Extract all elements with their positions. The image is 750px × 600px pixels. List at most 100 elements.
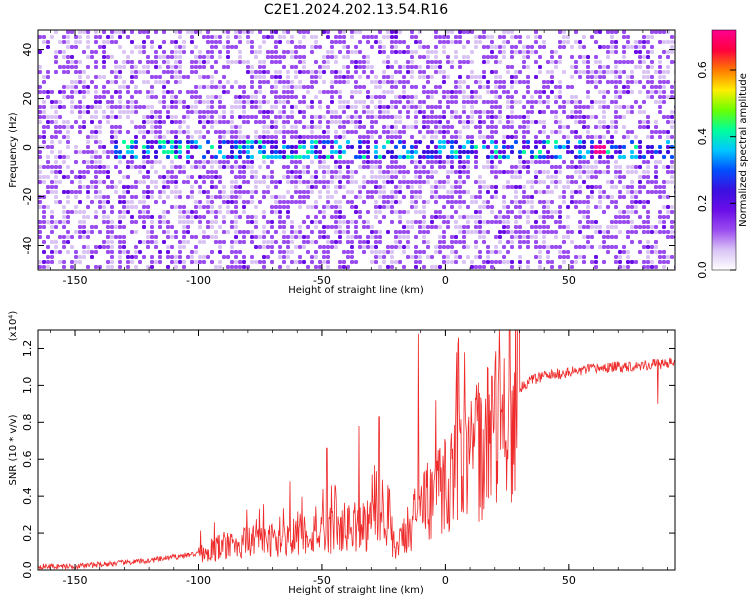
- spectrogram-cell: [326, 195, 330, 199]
- spectrogram-cell: [610, 180, 614, 184]
- spectrogram-cell: [426, 170, 430, 174]
- spectrogram-cell: [54, 190, 58, 194]
- spectrogram-cell: [222, 130, 226, 134]
- spectrogram-cell: [422, 125, 426, 129]
- spectrogram-cell: [162, 240, 166, 244]
- spectrogram-cell: [534, 90, 538, 94]
- spectrogram-cell: [202, 55, 206, 59]
- spectrogram-cell: [490, 120, 494, 124]
- spectrogram-cell: [414, 250, 418, 254]
- spectrogram-cell: [86, 110, 90, 114]
- spectrogram-cell: [402, 250, 406, 254]
- spectrogram-cell: [462, 180, 466, 184]
- spectrogram-cell: [578, 115, 582, 119]
- spectrogram-cell: [306, 190, 310, 194]
- spectrogram-cell: [510, 45, 514, 49]
- spectrogram-cell: [162, 145, 166, 149]
- spectrogram-cell: [426, 200, 430, 204]
- spectrogram-cell: [402, 140, 406, 144]
- spectrogram-cell: [334, 165, 338, 169]
- spectrogram-cell: [522, 130, 526, 134]
- spectrogram-cell: [86, 250, 90, 254]
- spectrogram-cell: [330, 240, 334, 244]
- spectrogram-cell: [538, 140, 542, 144]
- spectrogram-cell: [586, 160, 590, 164]
- spectrogram-cell: [514, 90, 518, 94]
- spectrogram-cell: [630, 190, 634, 194]
- spectrogram-cell: [230, 155, 234, 159]
- spectrogram-cell: [366, 60, 370, 64]
- spectrogram-cell: [410, 125, 414, 129]
- spectrogram-cell: [150, 140, 154, 144]
- spectrogram-cell: [174, 205, 178, 209]
- spectrogram-cell: [222, 90, 226, 94]
- spectrogram-cell: [54, 130, 58, 134]
- spectrogram-cell: [186, 230, 190, 234]
- spectrogram-cell: [374, 245, 378, 249]
- spectrogram-cell: [166, 65, 170, 69]
- spectrogram-cell: [570, 65, 574, 69]
- spectrogram-cell: [522, 165, 526, 169]
- spectrogram-cell: [146, 115, 150, 119]
- spectrogram-cell: [62, 90, 66, 94]
- spectrogram-cell: [538, 45, 542, 49]
- spectrogram-cell: [542, 205, 546, 209]
- spectrogram-cell: [422, 155, 426, 159]
- spectrogram-cell: [134, 155, 138, 159]
- spectrogram-cell: [614, 30, 618, 34]
- snr-y-tick-label: 0.4: [21, 487, 34, 505]
- spectrogram-cell: [562, 190, 566, 194]
- spectrogram-cell: [514, 80, 518, 84]
- spectrogram-cell: [618, 105, 622, 109]
- spectrogram-cell: [634, 205, 638, 209]
- spectrogram-cell: [154, 65, 158, 69]
- spectrogram-cell: [318, 115, 322, 119]
- spectrogram-cell: [370, 190, 374, 194]
- spectrogram-cell: [470, 195, 474, 199]
- snr-panel: -150 -100 -50 0 50 0.00.20.40.60.81.01.2 Hei…: [8, 311, 676, 596]
- spectrogram-cell: [390, 115, 394, 119]
- spectrogram-cell: [378, 205, 382, 209]
- spectrogram-cell: [98, 130, 102, 134]
- spectrogram-cell: [270, 55, 274, 59]
- spectrogram-cell: [330, 175, 334, 179]
- spectrogram-cell: [182, 225, 186, 229]
- spectrogram-cell: [254, 205, 258, 209]
- spectrogram-cell: [558, 80, 562, 84]
- spectrogram-cell: [518, 205, 522, 209]
- spectrogram-cell: [622, 265, 626, 269]
- spectrogram-cell: [102, 55, 106, 59]
- spectrogram-cell: [86, 265, 90, 269]
- spectrogram-cell: [594, 185, 598, 189]
- spectrogram-cell: [458, 40, 462, 44]
- spectrogram-cell: [274, 145, 278, 149]
- spectrogram-cell: [70, 190, 74, 194]
- spectrogram-cell: [38, 175, 42, 179]
- spectrogram-cell: [114, 145, 118, 149]
- spectrogram-cell: [78, 30, 82, 34]
- spectrogram-cell: [590, 225, 594, 229]
- spectrogram-cell: [470, 135, 474, 139]
- spectrogram-cell: [450, 30, 454, 34]
- spectrogram-cell: [654, 30, 658, 34]
- spectrogram-cell: [606, 180, 610, 184]
- spectrogram-cell: [490, 185, 494, 189]
- spectrogram-cell: [62, 85, 66, 89]
- spectrogram-cell: [278, 225, 282, 229]
- spectrogram-cell: [314, 250, 318, 254]
- spectrogram-cell: [42, 250, 46, 254]
- snr-y-tick-label: 0.6: [21, 450, 34, 468]
- spectrogram-cell: [442, 115, 446, 119]
- spectrogram-cell: [82, 95, 86, 99]
- spectrogram-cell: [130, 120, 134, 124]
- spectrogram-cell: [222, 190, 226, 194]
- spectrogram-cell: [270, 35, 274, 39]
- spectrogram-cell: [198, 215, 202, 219]
- spectrogram-cell: [134, 85, 138, 89]
- spectrogram-cell: [326, 60, 330, 64]
- spectrogram-cell: [322, 115, 326, 119]
- spectrogram-cell: [178, 260, 182, 264]
- snr-y-tick-label: 0.2: [21, 524, 34, 542]
- spectrogram-cell: [242, 140, 246, 144]
- spectrogram-cell: [166, 255, 170, 259]
